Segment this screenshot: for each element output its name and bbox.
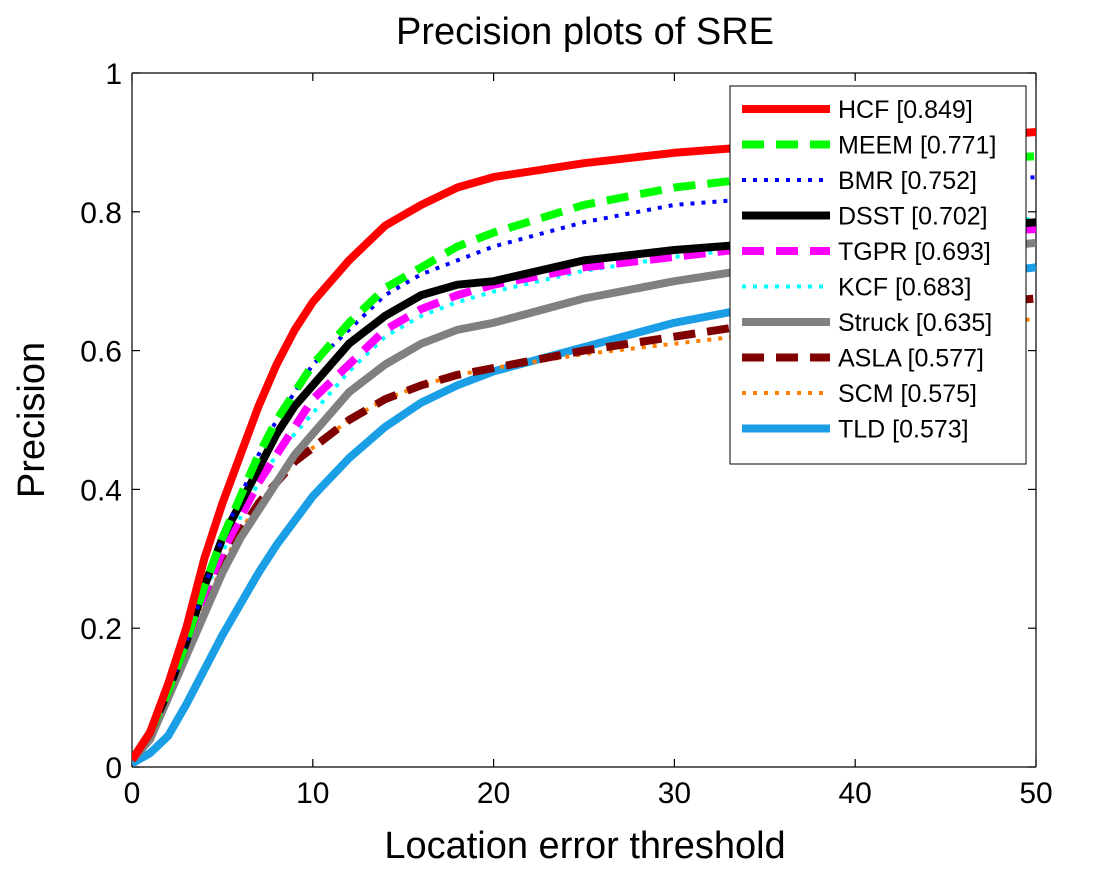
x-tick-label: 10 — [296, 777, 329, 810]
series-line-dsst — [132, 218, 1036, 763]
y-tick-label: 0 — [105, 752, 122, 785]
series-layer — [132, 128, 1036, 767]
y-tick-label: 1 — [105, 58, 122, 91]
legend-label-bmr: BMR [0.752] — [838, 167, 977, 195]
series-line-meem — [132, 152, 1036, 763]
series-line-struck — [132, 239, 1036, 763]
legend-label-meem: MEEM [0.771] — [838, 132, 996, 160]
x-tick-label: 0 — [124, 777, 141, 810]
y-tick-label: 0.4 — [80, 474, 122, 507]
x-tick-label: 20 — [477, 777, 510, 810]
legend-box — [729, 85, 1027, 465]
legend-label-tgpr: TGPR [0.693] — [838, 238, 991, 266]
x-tick-label: 40 — [839, 777, 872, 810]
y-tick-label: 0.6 — [80, 336, 122, 369]
series-line-hcf — [132, 128, 1036, 763]
axes-frame — [131, 72, 1037, 768]
legend-label-dsst: DSST [0.702] — [838, 203, 988, 231]
series-line-tld — [132, 263, 1036, 767]
x-tick-label: 50 — [1019, 777, 1052, 810]
y-tick-label: 0.2 — [80, 613, 122, 646]
legend-label-struck: Struck [0.635] — [838, 309, 992, 337]
x-tick-label: 30 — [658, 777, 691, 810]
legend-label-scm: SCM [0.575] — [838, 380, 977, 408]
y-axis-label: Precision — [11, 342, 53, 498]
axis-ticks: 0 10 20 30 40 50 0 0.2 0.4 0.6 0.8 1 — [80, 58, 1052, 810]
x-axis-label: Location error threshold — [384, 825, 785, 867]
legend: HCF [0.849] MEEM [0.771] BMR [0.752] DSST [… — [729, 85, 1027, 465]
legend-label-asla: ASLA [0.577] — [838, 345, 984, 373]
legend-label-kcf: KCF [0.683] — [838, 274, 971, 302]
legend-label-hcf: HCF [0.849] — [838, 96, 973, 124]
chart-title: Precision plots of SRE — [396, 11, 774, 53]
legend-label-tld: TLD [0.573] — [838, 416, 969, 444]
y-tick-label: 0.8 — [80, 197, 122, 230]
